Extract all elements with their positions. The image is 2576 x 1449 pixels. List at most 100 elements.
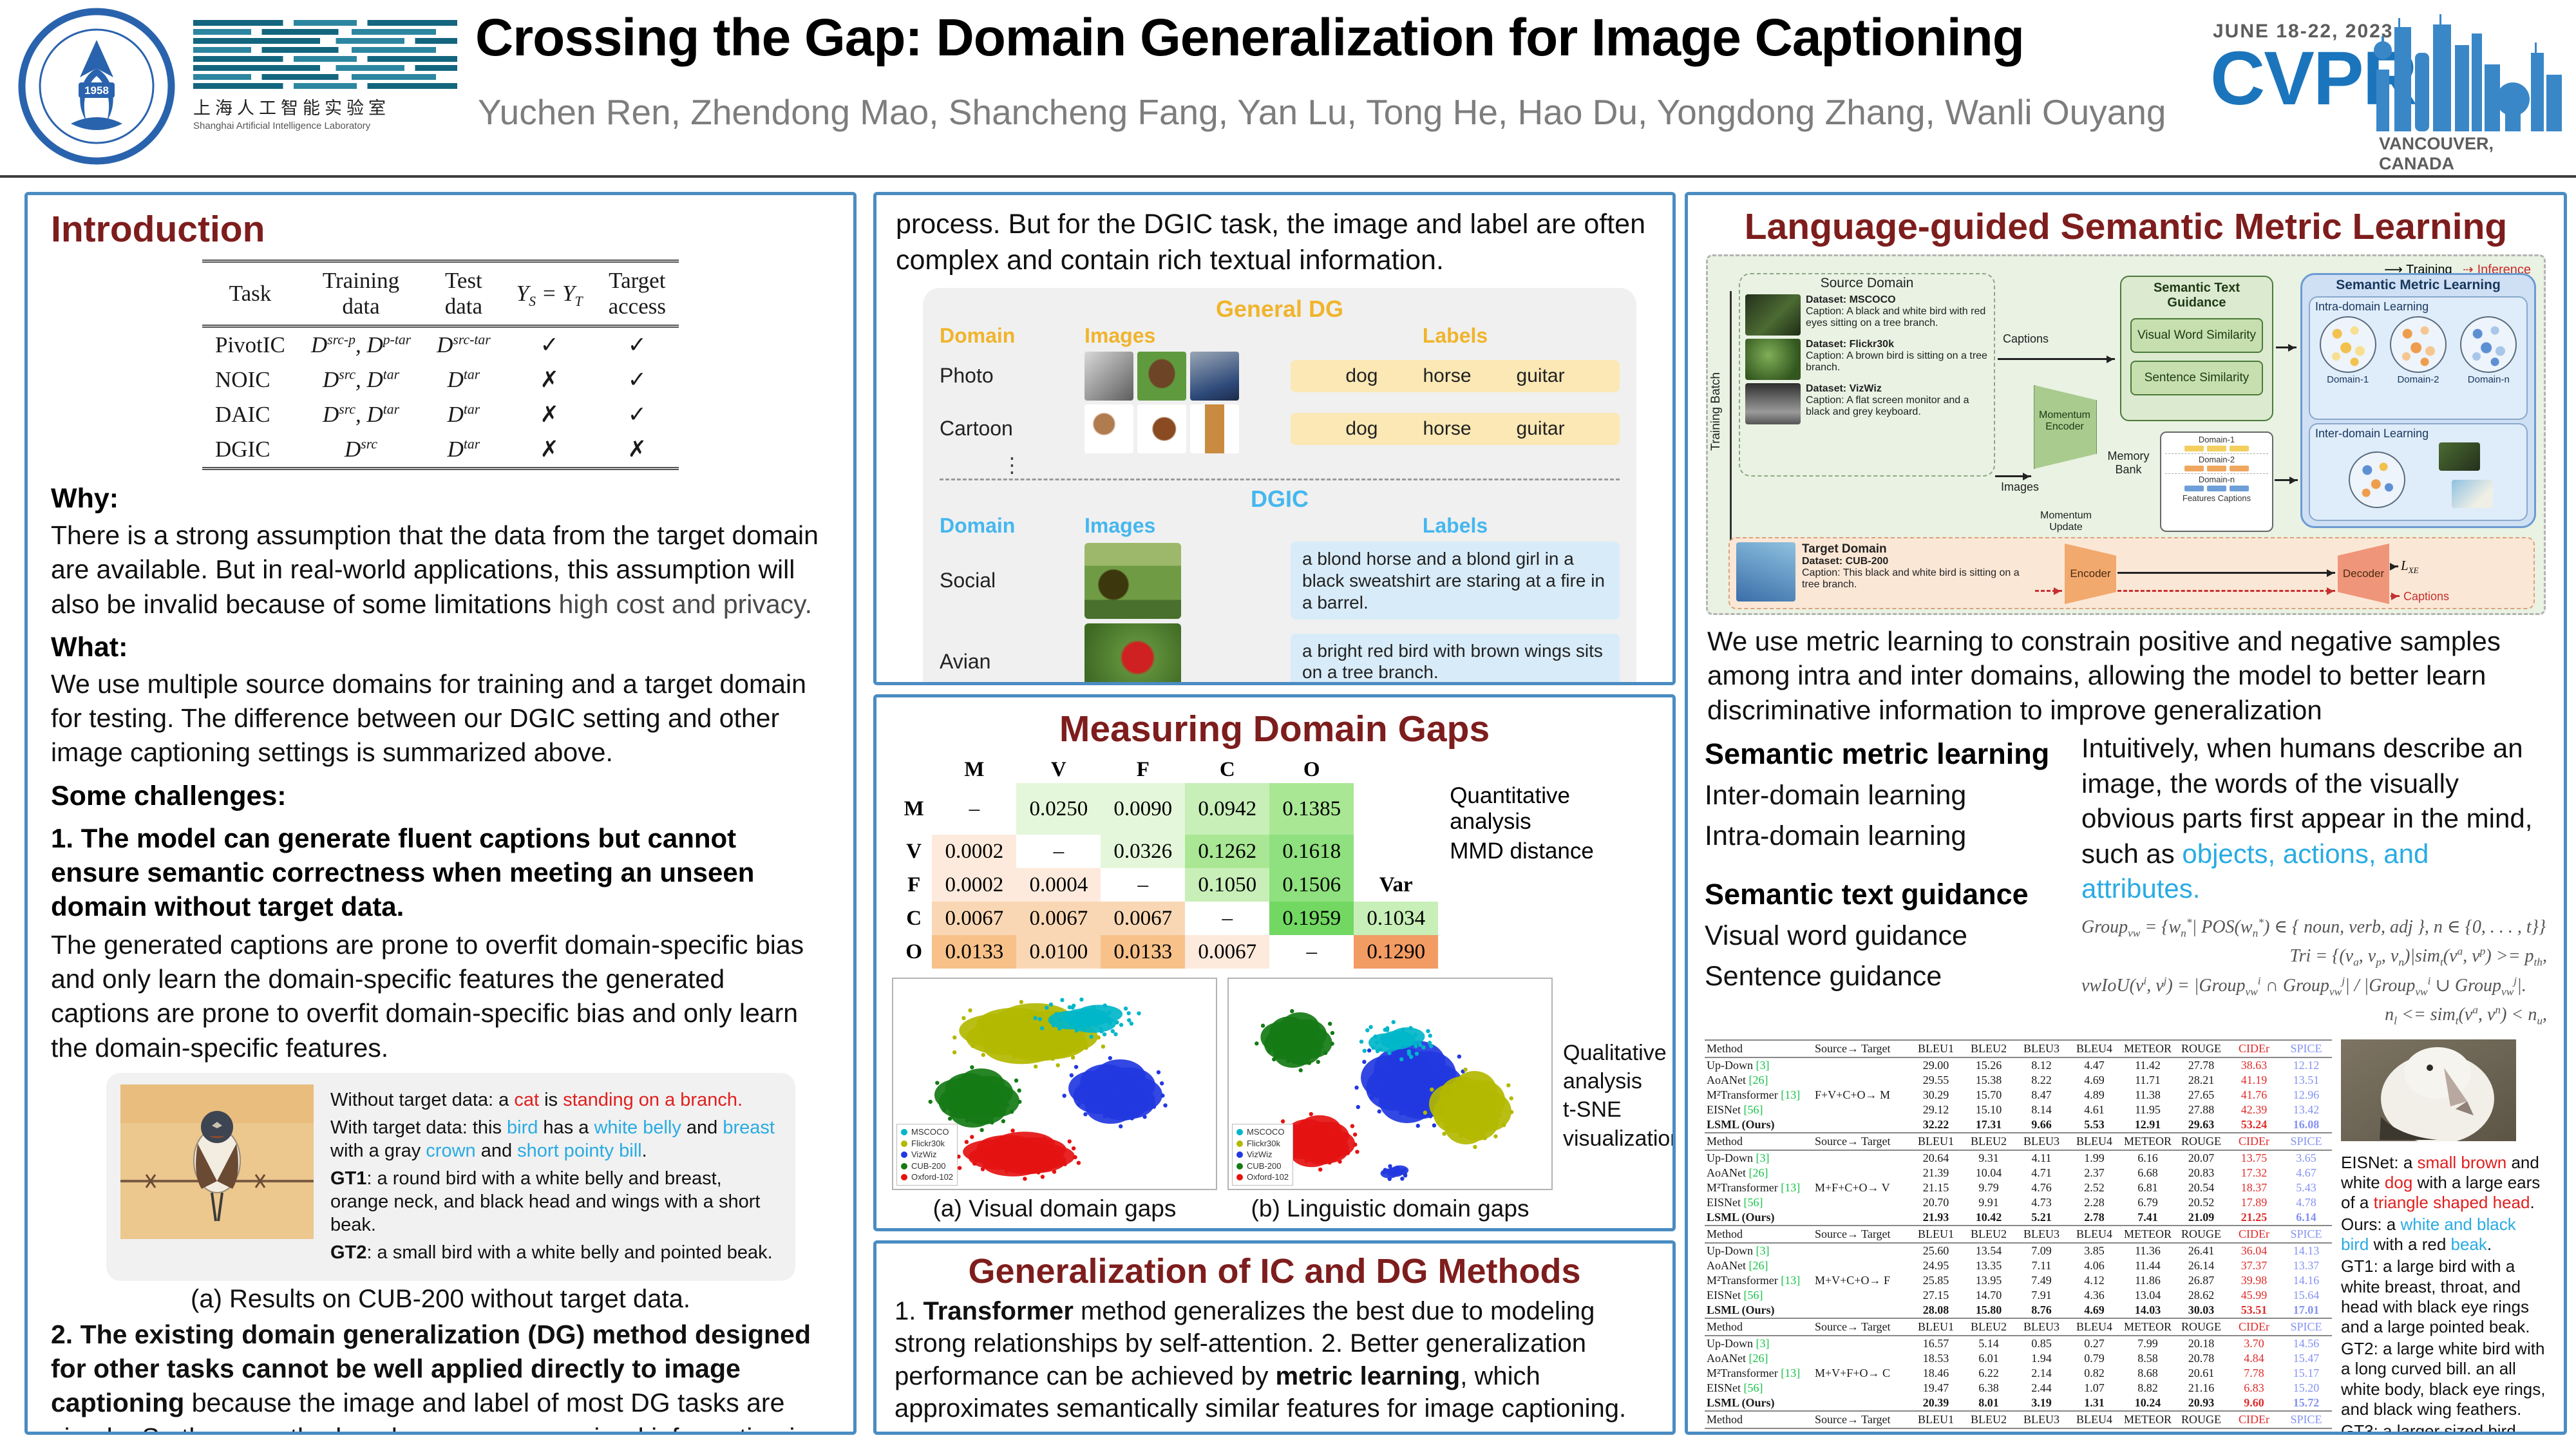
score-cell: 20.07: [2188, 1151, 2215, 1164]
label-guitar: guitar: [1516, 417, 1565, 439]
results-header-cell: Method: [1705, 1132, 1813, 1151]
photo-thumbs: [1084, 351, 1291, 401]
photo-horse-thumb: [1137, 351, 1186, 401]
method-ref: [56]: [1743, 1288, 1763, 1302]
formula-line: Tri = {(va, vp, vn)|simt(va, vp) >= pth,: [2289, 945, 2547, 969]
inter-domain-item: Inter-domain learning: [1705, 779, 1967, 811]
measuring-domain-gaps-panel: Measuring Domain Gaps M V F C O M –0.0250 0.009…: [873, 694, 1676, 1231]
text-segment: and: [475, 1140, 518, 1161]
score-cell: 11.36: [2135, 1244, 2161, 1257]
score-cell: 13.42: [2293, 1103, 2320, 1116]
score-cell: 2.37: [2084, 1166, 2105, 1179]
mscoco-thumb: [1745, 294, 1801, 336]
matrix-col-label: F: [1136, 758, 1150, 781]
score-cell: 13.35: [1975, 1258, 2002, 1272]
text-segment: crown: [426, 1140, 476, 1161]
legend-dot: [901, 1174, 907, 1181]
method-ref: [13]: [1781, 1273, 1801, 1287]
results-header-cell: BLEU2: [1962, 1039, 2015, 1058]
score-cell: 11.71: [2135, 1073, 2161, 1086]
intro-table-row: NOIC Dsrc, Dtar Dtar ✗ ✓: [202, 363, 679, 397]
results-header-cell: BLEU1: [1909, 1224, 1962, 1244]
intra-domain-item: Intra-domain learning: [1705, 820, 1967, 851]
loss-arrow: [2390, 563, 2398, 571]
results-header-cell: METEOR: [2121, 1410, 2175, 1429]
results-header-cell: Source→ Target: [1813, 1039, 1909, 1058]
setting-cell: [1813, 1288, 1909, 1303]
text-segment: short pointy bill: [517, 1140, 642, 1161]
xe-loss-label: LXE: [2401, 558, 2419, 576]
results-header-cell: Source→ Target: [1813, 1317, 1909, 1336]
tsne-visual-caption: (a) Visual domain gaps: [933, 1195, 1177, 1222]
matrix-note: Quantitative analysis: [1450, 783, 1570, 834]
intro-table-cell: ✗: [540, 367, 559, 392]
domain-name: Avian: [940, 649, 991, 673]
setting-cell: [1813, 1381, 1909, 1396]
score-cell: 2.14: [2031, 1366, 2052, 1379]
intro-table-cell: ✓: [627, 402, 647, 427]
challenge-2-text: 2. The existing domain generalization (D…: [51, 1318, 830, 1432]
matrix-row: O 0.0133 0.0100 0.0133 0.0067–0.1290: [896, 935, 1657, 969]
results-row: EISNet [56] 29.12 15.10 8.14 4.61 11.95 27.88 4…: [1705, 1103, 2332, 1117]
matrix-note: [1438, 868, 1657, 902]
score-cell: 7.91: [2031, 1288, 2052, 1302]
score-cell: 8.01: [1978, 1396, 1999, 1409]
score-cell: 11.44: [2135, 1258, 2161, 1272]
feature-bars: [2165, 446, 2268, 451]
text-segment: GT2: [330, 1242, 367, 1263]
score-cell: 17.31: [1975, 1117, 2002, 1131]
text-segment: triangle shaped head: [2373, 1192, 2530, 1212]
score-cell: 20.93: [2188, 1396, 2215, 1409]
score-cell: 25.60: [1922, 1244, 1949, 1257]
results-row: Up-Down [3] 29.00 15.26 8.12 4.47 11.42 27.78 3…: [1705, 1057, 2332, 1073]
general-dg-title: General DG: [1215, 295, 1344, 322]
score-cell: 16.08: [2293, 1117, 2320, 1131]
method-panel: Language-guided Semantic Metric Learning…: [1685, 192, 2567, 1435]
results-header-cell: BLEU3: [2015, 1132, 2068, 1151]
photo-row: Photo dog horse guitar: [940, 351, 1620, 401]
legend-entry: Flickr30k: [901, 1138, 953, 1150]
domain-name: Cartoon: [940, 417, 1013, 440]
results-row: M²Transformer [13] F+V+C+O→ M 30.29 15.70 8.…: [1705, 1088, 2332, 1103]
method-ref: [26]: [1748, 1258, 1768, 1272]
ustc-logo-icon: 1958: [18, 8, 175, 165]
sail-stripe: [193, 29, 457, 35]
score-cell: 9.79: [1978, 1180, 1999, 1194]
score-cell: 4.36: [2084, 1288, 2105, 1302]
intro-table-cell: Dsrc-p, Dp-tar: [310, 332, 412, 357]
inference-dashed-arrow: [2117, 587, 2335, 595]
flickr-text: Dataset: Flickr30k Caption: A brown bird…: [1806, 339, 1989, 380]
tsne-figures: MSCOCO Flickr30k VizWiz CUB-200 Oxford-102 (…: [892, 978, 1672, 1222]
results-header-cell: CIDEr: [2228, 1039, 2280, 1058]
intro-table-cell: Dtar: [447, 366, 480, 392]
results-row: Up-Down [3] 19.016.071.570.338.0717.349.0…: [1705, 1428, 2332, 1432]
text-segment: standing on a branch.: [563, 1089, 743, 1110]
encoder-shape: Encoder: [2065, 544, 2116, 604]
albatross-photo: [2341, 1039, 2516, 1144]
text-segment: beak: [2450, 1235, 2487, 1255]
text-segment: white belly: [594, 1117, 681, 1138]
intro-table-row: DAIC Dsrc, Dtar Dtar ✗ ✓: [202, 397, 679, 432]
cartoon-labels-chip: dog horse guitar: [1291, 412, 1620, 445]
challenge-1-text: The generated captions are prone to over…: [51, 929, 804, 1063]
method-ref: [3]: [1756, 1058, 1770, 1072]
domain-2-label: Domain-2: [2397, 374, 2439, 385]
score-cell: 29.12: [1922, 1103, 1949, 1116]
score-cell: 4.12: [2084, 1273, 2105, 1287]
results-row: Up-Down [3] 20.64 9.31 4.11 1.99 6.16 20.07 13.…: [1705, 1150, 2332, 1166]
formula-line: Groupvw = {wn*| POS(wn*) ∈ { noun, verb,…: [2081, 916, 2546, 940]
tsne-visual-scatter: [928, 997, 1168, 1181]
results-header-cell: SPICE: [2280, 1132, 2332, 1151]
method-cell: M²Transformer [13]: [1707, 1273, 1801, 1287]
cartoon-thumbs: [1084, 404, 1291, 453]
memory-bank-stack: Domain-1 Domain-2 Domain-n Features Capt…: [2160, 431, 2273, 532]
results-header-cell: BLEU1: [1909, 1410, 1962, 1429]
legend-entry: CUB-200: [1236, 1160, 1289, 1172]
legend-label: Oxford-102: [911, 1172, 954, 1182]
matrix-cell: 0.0067: [1016, 902, 1101, 935]
method-ref: [56]: [1743, 1195, 1763, 1209]
setting-cell: [1813, 1103, 1909, 1117]
score-cell: 7.99: [2137, 1336, 2158, 1350]
results-header-cell: CIDEr: [2228, 1317, 2280, 1336]
col-domain: Domain: [940, 323, 1016, 347]
